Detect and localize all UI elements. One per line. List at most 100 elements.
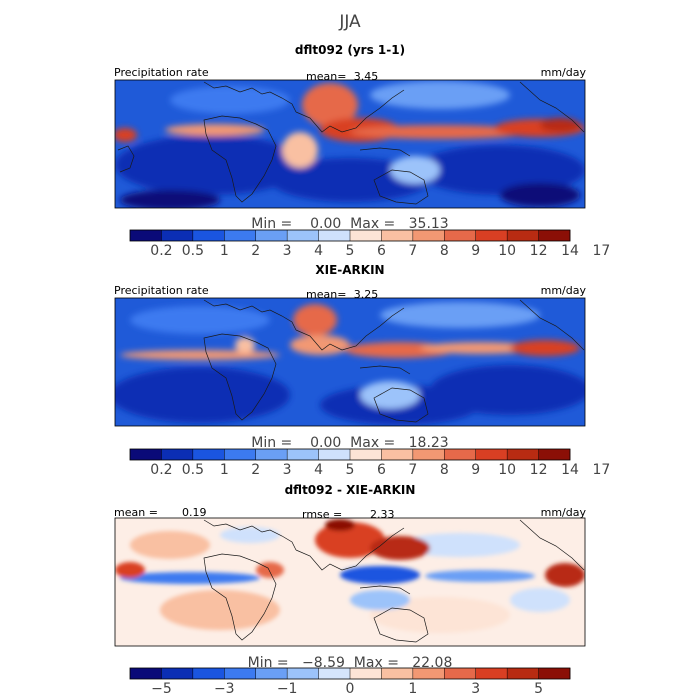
colorbar-swatch [538,230,571,241]
colorbar-tick-label: 8 [440,462,449,478]
panel1-variable-label: Precipitation rate [114,66,209,79]
colorbar-swatch [130,449,162,460]
panel3-title: dflt092 - XIE-ARKIN [285,483,416,497]
panel-observations: XIE-ARKIN Precipitation rate mean= 3.25 … [114,263,611,478]
colorbar-swatch [224,230,257,241]
colorbar-swatch [350,668,382,679]
colorbar-swatch [350,230,382,241]
colorbar-tick-label: 5 [346,462,355,478]
colorbar-swatch [318,668,351,679]
colorbar-swatch [475,230,508,241]
colorbar-tick-label: 2 [251,243,260,259]
colorbar-tick-label: 5 [346,243,355,259]
colorbar-swatch [130,668,162,679]
colorbar-tick-label: 10 [498,243,516,259]
panel3-minmax: Min = −8.59 Max = 22.08 [248,655,453,671]
colorbar-swatch [538,668,571,679]
panel3-units: mm/day [541,506,587,519]
colorbar-tick-label: 4 [314,462,323,478]
colorbar-swatch [224,668,257,679]
colorbar-swatch [318,449,351,460]
colorbar-tick-label: 12 [530,243,548,259]
colorbar-swatch [538,449,571,460]
colorbar-tick-label: 9 [471,462,480,478]
colorbar-swatch [381,668,414,679]
colorbar-tick-label: 1 [220,462,229,478]
panel1-map [115,80,585,208]
colorbar-tick-label: 4 [314,243,323,259]
colorbar-swatch [287,230,319,241]
colorbar-tick-label: 14 [561,243,579,259]
colorbar-tick-label: 0.5 [182,243,204,259]
colorbar-tick-label: −1 [277,681,298,697]
colorbar-swatch [287,668,319,679]
colorbar-swatch [444,668,477,679]
colorbar-swatch [350,449,382,460]
colorbar-swatch [412,230,445,241]
colorbar-swatch [255,668,288,679]
colorbar-swatch [507,230,539,241]
colorbar-tick-label: 8 [440,243,449,259]
colorbar-swatch [444,449,477,460]
colorbar-swatch [192,230,225,241]
colorbar-swatch [161,449,194,460]
colorbar-swatch [475,668,508,679]
colorbar-tick-label: 10 [498,462,516,478]
colorbar-swatch [507,449,539,460]
colorbar-tick-label: 6 [377,243,386,259]
panel2-variable-label: Precipitation rate [114,284,209,297]
colorbar-swatch [507,668,539,679]
colorbar-swatch [255,449,288,460]
colorbar-tick-label: 5 [534,681,543,697]
panel2-units: mm/day [541,284,587,297]
colorbar-swatch [381,449,414,460]
colorbar-tick-label: −3 [214,681,235,697]
colorbar-swatch [255,230,288,241]
panel3-mean-value: 0.19 [182,506,207,519]
panel3-mean-label: mean = [114,506,158,519]
panel1-frame [114,79,586,209]
colorbar-tick-label: 0.5 [182,462,204,478]
panel2-frame [114,297,586,427]
panel1-minmax: Min = 0.00 Max = 35.13 [251,216,448,232]
colorbar-tick-label: 0.2 [150,243,172,259]
panel1-title: dflt092 (yrs 1-1) [295,43,405,57]
panel2-title: XIE-ARKIN [315,263,384,277]
colorbar-tick-label: 1 [408,681,417,697]
panel3-frame [114,517,586,647]
colorbar-swatch [475,449,508,460]
colorbar-tick-label: 0 [346,681,355,697]
colorbar-tick-label: 6 [377,462,386,478]
colorbar-swatch [192,449,225,460]
colorbar-swatch [161,230,194,241]
colorbar-tick-label: 7 [408,462,417,478]
colorbar-tick-label: 17 [593,462,611,478]
figure-title: JJA [338,12,361,32]
colorbar-swatch [412,449,445,460]
colorbar-tick-label: 9 [471,243,480,259]
colorbar-tick-label: 3 [283,462,292,478]
colorbar-tick-label: 14 [561,462,579,478]
colorbar-swatch [444,230,477,241]
panel3-map [115,518,585,646]
colorbar-swatch [224,449,257,460]
colorbar-tick-label: 3 [471,681,480,697]
colorbar-swatch [381,230,414,241]
colorbar-tick-label: 1 [220,243,229,259]
panel3-colorbar: −5 −3 −1 0 1 3 5 [129,667,571,697]
panel2-map [115,298,585,426]
panel-difference: dflt092 - XIE-ARKIN mean = 0.19 rmse = 2… [114,483,586,697]
colorbar-tick-label: −5 [151,681,172,697]
panel-model: dflt092 (yrs 1-1) Precipitation rate mea… [114,43,611,259]
colorbar-tick-label: 3 [283,243,292,259]
colorbar-tick-label: 2 [251,462,260,478]
colorbar-tick-label: 17 [593,243,611,259]
colorbar-swatch [161,668,194,679]
panel2-minmax: Min = 0.00 Max = 18.23 [251,435,448,451]
colorbar-tick-label: 7 [408,243,417,259]
colorbar-swatch [412,668,445,679]
colorbar-tick-label: 12 [530,462,548,478]
colorbar-tick-label: 0.2 [150,462,172,478]
colorbar-swatch [130,230,162,241]
